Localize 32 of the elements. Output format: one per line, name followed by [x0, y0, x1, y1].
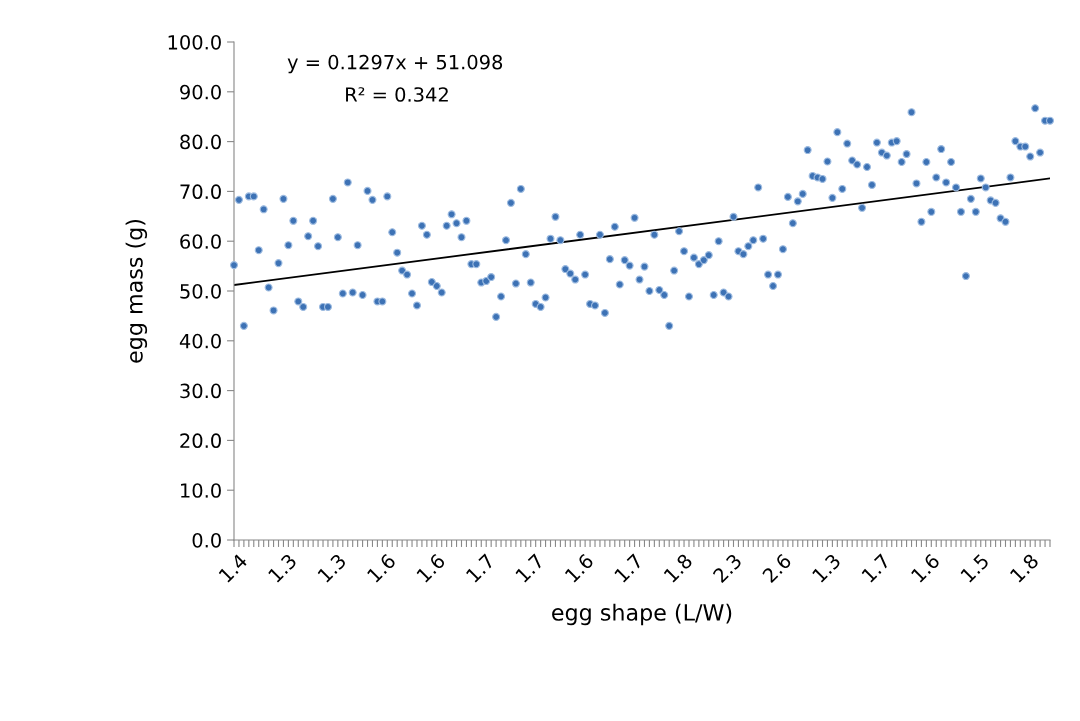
y-tick-label: 0.0: [192, 532, 221, 548]
x-tick-label: 1.3: [267, 553, 298, 583]
x-tick-label: 1.7: [465, 553, 495, 583]
y-tick-label: 50.0: [180, 283, 221, 299]
x-tick-label: 2.3: [712, 553, 743, 584]
x-tick-label: 1.7: [613, 553, 644, 583]
y-tick-label: 40.0: [179, 333, 221, 349]
x-tick-label: 1.7: [861, 553, 891, 583]
x-tick-label: 2.6: [761, 552, 793, 584]
y-tick-label: 80.0: [180, 134, 221, 150]
x-tick-label: 1.6: [366, 552, 397, 583]
y-tick-label: 70.0: [180, 184, 221, 200]
y-axis-title: egg mass (g): [125, 219, 148, 363]
annotation: R² = 0.342: [346, 87, 448, 102]
y-tick-label: 60.0: [180, 234, 221, 249]
x-tick-label: 1.8: [1009, 552, 1040, 583]
y-tick-label: 10.0: [181, 483, 221, 498]
y-tick-label: 100.0: [168, 34, 221, 50]
y-tick-label: 90.0: [180, 84, 221, 100]
x-tick-label: 1.3: [811, 553, 842, 583]
x-tick-label: 1.6: [910, 552, 941, 583]
y-tick-label: 20.0: [180, 433, 221, 449]
x-tick-label: 1.7: [515, 553, 545, 583]
y-tick-label: 30.0: [180, 383, 221, 399]
x-tick-label: 1.8: [663, 552, 694, 583]
x-tick-label: 1.3: [317, 553, 347, 583]
x-tick-label: 1.6: [564, 552, 595, 583]
x-tick-label: 1.5: [960, 553, 990, 583]
x-axis-title: egg shape (L/W): [552, 603, 732, 626]
x-tick-label: 1.4: [218, 553, 248, 583]
annotation: y = 0.1297x + 51.098: [287, 54, 503, 74]
x-tick-label: 1.6: [415, 552, 446, 583]
